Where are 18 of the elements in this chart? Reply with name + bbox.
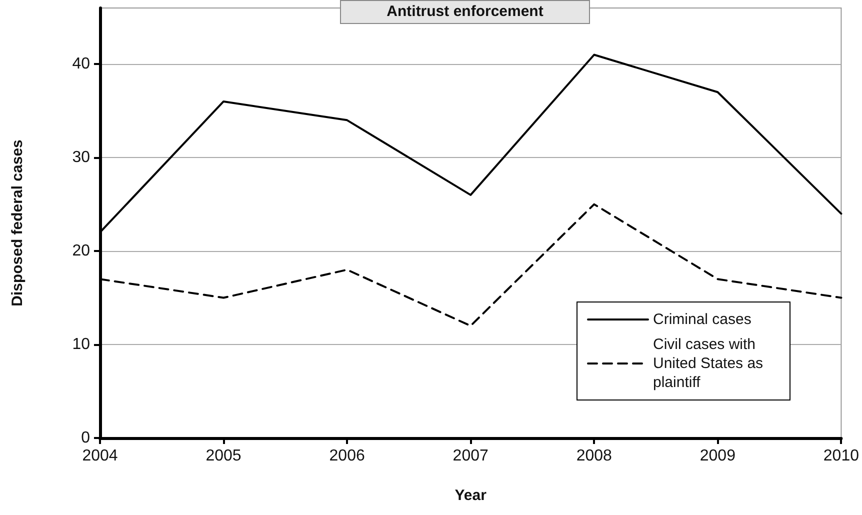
x-axis-title: Year [454, 487, 487, 504]
chart-title: Antitrust enforcement [386, 3, 544, 20]
y-tick-label: 30 [72, 149, 90, 166]
y-tick-label: 0 [81, 430, 90, 446]
x-tick-label: 2005 [206, 448, 242, 464]
title-box: Antitrust enforcement [340, 0, 590, 24]
x-tick-label: 2007 [452, 448, 488, 464]
y-tick-label: 40 [72, 56, 90, 73]
x-tick-label: 2004 [82, 448, 118, 464]
y-tick-label: 10 [72, 336, 90, 354]
legend-label: Civil cases with United States as plaintiff [653, 336, 768, 391]
y-tick-label: 20 [72, 242, 90, 260]
x-tick-label: 2008 [576, 448, 612, 464]
y-axis-title: Disposed federal cases [9, 140, 26, 306]
x-tick-label: 2006 [329, 448, 365, 464]
x-tick-label: 2009 [700, 448, 736, 464]
legend-label: Criminal cases [653, 311, 752, 328]
x-tick-label: 2010 [823, 448, 860, 464]
